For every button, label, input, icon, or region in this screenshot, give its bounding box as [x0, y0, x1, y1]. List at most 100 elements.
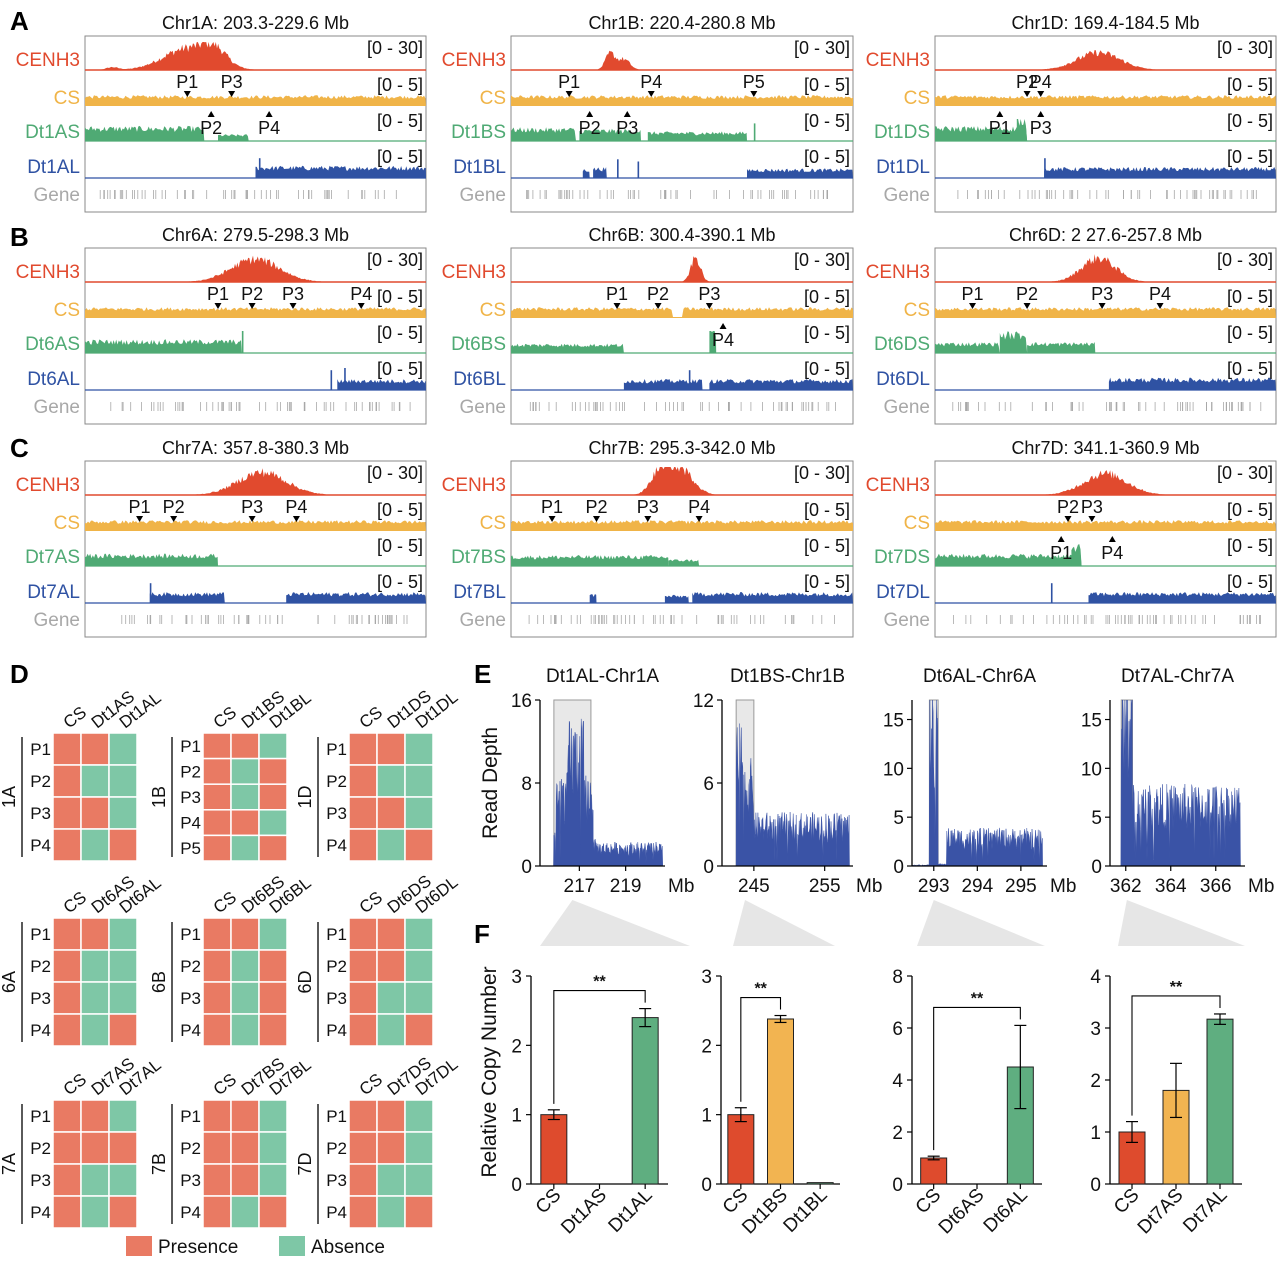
depth-signal [1110, 699, 1241, 867]
significance-bracket [1131, 995, 1221, 1116]
pa-cell [108, 1131, 138, 1165]
marker-p1: P1 [989, 118, 1011, 138]
copy-ytick-label: 2 [892, 1123, 903, 1144]
pa-cell [404, 1013, 434, 1047]
pa-row-label: P3 [30, 804, 51, 823]
browser-panel-4: Chr6A: 279.5-298.3 Mb CENH3 CS Dt6AS Dt6AL Ge… [16, 225, 427, 425]
marker-p2: P2 [647, 284, 669, 304]
pa-cell [376, 917, 406, 951]
marker-p1: P1 [1050, 543, 1072, 563]
dts-signal [668, 559, 700, 566]
track-label-cenh3: CENH3 [866, 475, 930, 496]
pa-chrom-label: 7D [295, 1152, 315, 1175]
pa-chrom-label: 6D [295, 970, 315, 993]
pa-row-label: P3 [180, 788, 201, 807]
browser-title: Chr6B: 300.4-390.1 Mb [588, 225, 775, 245]
pa-cell [108, 949, 138, 983]
track-label-cenh3: CENH3 [16, 475, 80, 496]
depth-ytick-label: 10 [1081, 759, 1102, 780]
copy-xtick-label: Dt6AS [935, 1185, 989, 1239]
depth-xtick-label: 295 [1005, 876, 1037, 897]
pa-cell [202, 1163, 232, 1197]
copy-ytick-label: 1 [701, 1106, 712, 1127]
marker-arrow-down [248, 303, 256, 309]
track-label-dt7ds: Dt7DS [874, 547, 930, 568]
browser-title: Chr1B: 220.4-280.8 Mb [588, 13, 775, 33]
marker-p1: P1 [961, 284, 983, 304]
pa-cell [52, 1099, 82, 1133]
track-label-gene: Gene [460, 397, 506, 418]
track-range: [0 - 5] [1227, 111, 1273, 131]
browser-frame [510, 35, 854, 213]
pa-cell [230, 732, 260, 760]
track-range: [0 - 5] [804, 287, 850, 307]
pa-chrom-label: 1B [149, 786, 169, 808]
track-label-dt7as: Dt7AS [25, 547, 80, 568]
copy-xtick-label: Dt7AL [1179, 1185, 1231, 1237]
browser-panel-9: Chr7D: 341.1-360.9 Mb CENH3 CS Dt7DS Dt7DL Ge… [866, 438, 1277, 638]
pa-cell [258, 1163, 288, 1197]
marker-p4: P4 [258, 118, 280, 138]
dtl-signal [623, 379, 703, 390]
pa-cell [376, 1195, 406, 1229]
pa-row-label: P4 [326, 1021, 347, 1040]
pa-cell [202, 981, 232, 1015]
pa-cell [348, 796, 378, 830]
dtl-signal-spike [344, 368, 346, 390]
copy-bar-dt1bs [767, 1018, 794, 1185]
pa-cell [80, 949, 110, 983]
pa-cell [52, 732, 82, 766]
track-label-cenh3: CENH3 [442, 50, 506, 71]
panel-letter-f: F [474, 919, 490, 949]
zoom-wedge [917, 900, 1045, 946]
pa-cell [258, 917, 288, 951]
depth-signal [540, 718, 663, 867]
track-label-dt1bl: Dt1BL [453, 157, 506, 178]
pa-cell [52, 764, 82, 798]
significance-bracket [740, 996, 782, 1102]
marker-arrow-down [548, 516, 556, 522]
marker-p1: P1 [558, 72, 580, 92]
pa-cell [108, 732, 138, 766]
depth-title: Dt7AL-Chr7A [1121, 666, 1234, 687]
significance-label: ** [1170, 979, 1183, 996]
marker-arrow-down [136, 516, 144, 522]
pa-row-label: P4 [30, 1203, 51, 1222]
track-label-gene: Gene [34, 185, 80, 206]
pa-cell [258, 732, 288, 760]
marker-p3: P3 [616, 118, 638, 138]
track-label-gene: Gene [884, 185, 930, 206]
browser-title: Chr1D: 169.4-184.5 Mb [1011, 13, 1199, 33]
marker-arrow-down [565, 91, 573, 97]
dts-signal [511, 555, 669, 566]
dtl-signal-spike [258, 158, 261, 178]
pa-cell [202, 1131, 232, 1165]
marker-arrow-down [1064, 516, 1072, 522]
pa-cell [80, 1131, 110, 1165]
pa-cell [52, 917, 82, 951]
marker-p2: P2 [1016, 72, 1038, 92]
depth-xtick-label: 364 [1155, 876, 1187, 897]
track-range: [0 - 5] [804, 359, 850, 379]
marker-p3: P3 [698, 284, 720, 304]
pa-cell [348, 764, 378, 798]
pa-cell [376, 828, 406, 862]
marker-arrow-up [586, 111, 594, 117]
depth-panel-1: Dt1AL-Chr1A 0 8 16 217 219 Mb [511, 666, 694, 946]
depth-xtick-label: 294 [961, 876, 993, 897]
pa-cell [348, 732, 378, 766]
pa-row-label: P1 [180, 925, 201, 944]
significance-label: ** [754, 981, 767, 998]
track-range: [0 - 5] [804, 500, 850, 520]
pa-row-label: P1 [326, 1107, 347, 1126]
marker-arrow-down [228, 91, 236, 97]
depth-xunit: Mb [856, 876, 882, 897]
dtl-signal [286, 592, 426, 603]
track-range: [0 - 5] [804, 75, 850, 95]
copy-ytick-label: 0 [511, 1175, 522, 1196]
pa-cell [52, 1163, 82, 1197]
track-label-cs: CS [54, 88, 80, 109]
